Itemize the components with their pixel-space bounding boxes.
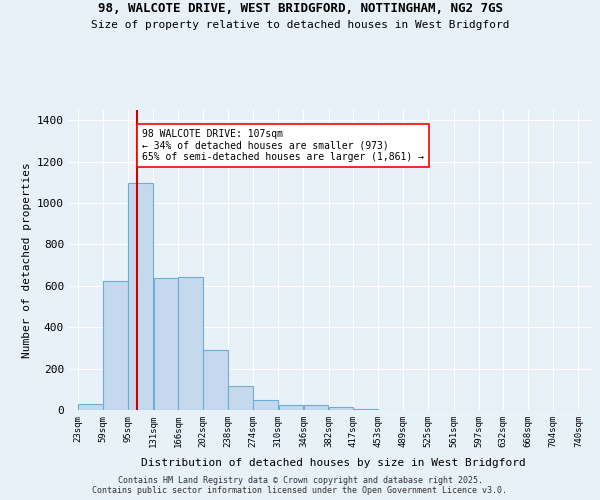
Text: 98, WALCOTE DRIVE, WEST BRIDGFORD, NOTTINGHAM, NG2 7GS: 98, WALCOTE DRIVE, WEST BRIDGFORD, NOTTI… — [97, 2, 503, 16]
Bar — [78, 404, 103, 410]
Bar — [178, 277, 203, 410]
Y-axis label: Number of detached properties: Number of detached properties — [22, 162, 32, 358]
Bar — [304, 405, 328, 410]
Text: Distribution of detached houses by size in West Bridgford: Distribution of detached houses by size … — [140, 458, 526, 468]
Bar — [103, 282, 128, 410]
Bar — [128, 183, 153, 410]
Bar — [253, 400, 278, 410]
Bar — [203, 350, 228, 410]
Bar — [278, 404, 304, 410]
Bar — [228, 386, 253, 410]
Bar — [154, 278, 178, 410]
Bar — [353, 409, 378, 410]
Bar — [329, 407, 353, 410]
Text: 98 WALCOTE DRIVE: 107sqm
← 34% of detached houses are smaller (973)
65% of semi-: 98 WALCOTE DRIVE: 107sqm ← 34% of detach… — [142, 128, 424, 162]
Text: Size of property relative to detached houses in West Bridgford: Size of property relative to detached ho… — [91, 20, 509, 30]
Text: Contains HM Land Registry data © Crown copyright and database right 2025.
Contai: Contains HM Land Registry data © Crown c… — [92, 476, 508, 495]
